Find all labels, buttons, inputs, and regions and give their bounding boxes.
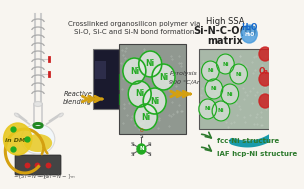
FancyBboxPatch shape xyxy=(95,61,106,79)
Text: Ni: Ni xyxy=(204,106,211,112)
Circle shape xyxy=(137,144,146,154)
Text: Si: Si xyxy=(148,152,153,156)
Text: Ni: Ni xyxy=(222,61,229,67)
Text: Si: Si xyxy=(130,142,135,146)
Ellipse shape xyxy=(21,124,55,154)
Text: Ni: Ni xyxy=(135,90,144,98)
Text: $-\{Si-N-\}_{n}$: $-\{Si-N-\}_{n}$ xyxy=(12,173,49,181)
Text: Si-N-C-O(H): Si-N-C-O(H) xyxy=(194,26,257,36)
Ellipse shape xyxy=(59,113,63,117)
Circle shape xyxy=(139,51,162,77)
Text: N: N xyxy=(139,146,144,152)
FancyBboxPatch shape xyxy=(93,49,119,109)
Text: Ni: Ni xyxy=(159,73,168,81)
Text: H₂O: H₂O xyxy=(241,22,257,32)
Text: matrix: matrix xyxy=(208,36,243,46)
Text: Ni: Ni xyxy=(130,67,139,75)
Circle shape xyxy=(199,99,216,119)
Text: High SSA: High SSA xyxy=(206,16,245,26)
Circle shape xyxy=(205,79,223,99)
Circle shape xyxy=(230,64,247,84)
Text: Ni: Ni xyxy=(146,60,155,68)
Circle shape xyxy=(123,58,146,84)
Ellipse shape xyxy=(14,113,19,117)
Text: Ni: Ni xyxy=(211,87,217,91)
Text: Si: Si xyxy=(148,142,153,146)
Text: Si: Si xyxy=(130,152,135,156)
Circle shape xyxy=(259,94,271,108)
Text: Reactive: Reactive xyxy=(63,91,92,97)
Circle shape xyxy=(143,88,166,114)
Text: O₂: O₂ xyxy=(258,67,268,75)
Circle shape xyxy=(128,81,151,107)
Text: Pyrolysis: Pyrolysis xyxy=(170,71,198,77)
Text: H₂O: H₂O xyxy=(244,32,254,36)
Circle shape xyxy=(134,104,157,130)
FancyBboxPatch shape xyxy=(119,44,186,134)
Text: Ni: Ni xyxy=(141,112,150,122)
Text: Ni: Ni xyxy=(218,108,224,114)
Circle shape xyxy=(241,25,257,43)
Text: Crosslinked organosilicon polymer via: Crosslinked organosilicon polymer via xyxy=(68,21,201,27)
Circle shape xyxy=(259,47,271,61)
Circle shape xyxy=(259,72,271,86)
Text: in DMF: in DMF xyxy=(5,139,30,143)
Text: Ni: Ni xyxy=(226,91,233,97)
Ellipse shape xyxy=(24,134,52,152)
Circle shape xyxy=(216,54,234,74)
Text: O: O xyxy=(140,129,143,133)
Circle shape xyxy=(221,84,239,104)
Text: Si-O, Si-C and Si-N bond formation: Si-O, Si-C and Si-N bond formation xyxy=(74,29,195,35)
Text: fcc-Ni structure: fcc-Ni structure xyxy=(217,138,280,144)
Text: Ni: Ni xyxy=(235,71,242,77)
Circle shape xyxy=(202,61,219,81)
Text: $-\{Si-N-\}_{m}$: $-\{Si-N-\}_{m}$ xyxy=(38,173,77,181)
Ellipse shape xyxy=(33,101,43,106)
Circle shape xyxy=(212,101,230,121)
Circle shape xyxy=(152,64,175,90)
Text: 900 °C/Ar: 900 °C/Ar xyxy=(169,80,199,84)
Text: Ni: Ni xyxy=(207,68,214,74)
FancyBboxPatch shape xyxy=(199,49,270,129)
FancyBboxPatch shape xyxy=(15,155,61,175)
Text: blending: blending xyxy=(63,99,92,105)
Text: IAF hcp-Ni structure: IAF hcp-Ni structure xyxy=(217,151,298,157)
Text: Ni: Ni xyxy=(150,97,159,105)
Circle shape xyxy=(4,123,32,155)
Text: Si: Si xyxy=(139,135,144,139)
